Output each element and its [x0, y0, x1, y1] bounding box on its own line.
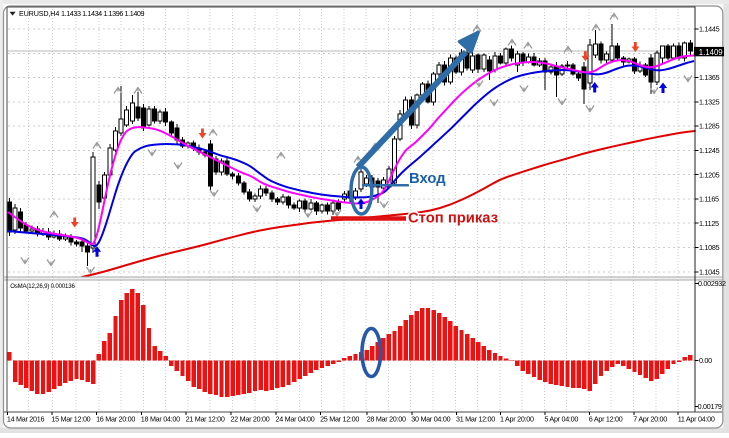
svg-text:1.1205: 1.1205 [699, 170, 720, 179]
svg-text:-0.00179: -0.00179 [696, 402, 722, 411]
svg-text:1.1285: 1.1285 [699, 122, 720, 131]
svg-text:22 Mar 20:00: 22 Mar 20:00 [231, 415, 270, 424]
svg-text:6 Apr 12:00: 6 Apr 12:00 [589, 415, 623, 424]
svg-text:0.00: 0.00 [699, 356, 712, 365]
svg-text:14 Mar 2016: 14 Mar 2016 [7, 415, 45, 424]
svg-text:EURUSD,H4: EURUSD,H4 [19, 9, 59, 18]
svg-text:1.1409: 1.1409 [699, 48, 723, 57]
svg-text:28 Mar 20:00: 28 Mar 20:00 [367, 415, 406, 424]
svg-text:1.1165: 1.1165 [699, 195, 719, 204]
svg-text:1 Apr 20:00: 1 Apr 20:00 [500, 415, 534, 424]
svg-text:31 Mar 12:00: 31 Mar 12:00 [456, 415, 495, 424]
svg-text:24 Mar 04:00: 24 Mar 04:00 [276, 415, 315, 424]
svg-text:1.1365: 1.1365 [699, 73, 720, 82]
svg-text:16 Mar 20:00: 16 Mar 20:00 [96, 415, 135, 424]
svg-text:18 Mar 04:00: 18 Mar 04:00 [141, 415, 180, 424]
svg-text:1.1433 1.1434 1.1396 1.1409: 1.1433 1.1434 1.1396 1.1409 [61, 9, 145, 18]
svg-text:7 Apr 20:00: 7 Apr 20:00 [633, 415, 667, 424]
svg-text:1.1325: 1.1325 [699, 97, 720, 106]
svg-text:OsMA(12,26,9) 0.000136: OsMA(12,26,9) 0.000136 [10, 283, 75, 290]
svg-text:5 Apr 04:00: 5 Apr 04:00 [544, 415, 578, 424]
svg-text:1.1445: 1.1445 [699, 25, 720, 34]
svg-text:1.1085: 1.1085 [699, 243, 720, 252]
svg-text:Вход: Вход [409, 171, 446, 187]
svg-text:15 Mar 12:00: 15 Mar 12:00 [51, 415, 90, 424]
svg-text:1.1245: 1.1245 [699, 146, 720, 155]
svg-text:1.1125: 1.1125 [699, 219, 719, 228]
svg-text:21 Mar 12:00: 21 Mar 12:00 [186, 415, 225, 424]
svg-text:11 Apr 04:00: 11 Apr 04:00 [678, 415, 715, 424]
svg-text:0.002932: 0.002932 [698, 279, 726, 288]
svg-text:1.1045: 1.1045 [699, 267, 720, 276]
svg-text:30 Mar 04:00: 30 Mar 04:00 [411, 415, 450, 424]
svg-text:25 Mar 12:00: 25 Mar 12:00 [320, 415, 359, 424]
svg-text:Стоп приказ: Стоп приказ [408, 211, 498, 227]
